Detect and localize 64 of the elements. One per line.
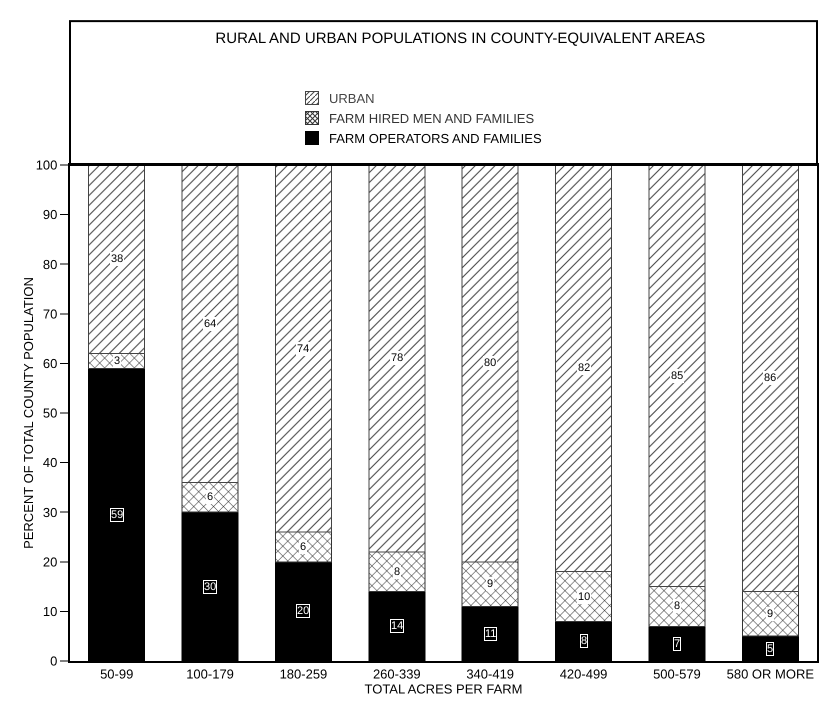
data-label: 59 xyxy=(111,509,124,521)
bar xyxy=(274,532,332,562)
data-label: 85 xyxy=(671,370,684,382)
bar xyxy=(368,551,426,592)
bar xyxy=(182,482,239,513)
data-label: 11 xyxy=(485,628,496,640)
y-tick-label: 90 xyxy=(42,207,58,222)
bar xyxy=(368,165,426,552)
y-tick-label: 70 xyxy=(42,306,58,322)
y-tick-label: 80 xyxy=(42,256,58,272)
data-label: 8 xyxy=(394,566,400,578)
data-label: 38 xyxy=(111,253,124,265)
y-axis-title: PERCENT OF TOTAL COUNTY POPULATION xyxy=(21,277,36,549)
chart-title: RURAL AND URBAN POPULATIONS IN COUNTY-EQUIVALENT AREAS xyxy=(215,30,706,47)
data-label: 10 xyxy=(578,591,590,603)
bar xyxy=(742,165,799,592)
bar xyxy=(555,165,612,572)
x-tick-label: 420-499 xyxy=(560,666,608,682)
data-label: 86 xyxy=(764,372,776,384)
data-label: 3 xyxy=(114,355,120,367)
y-tick-label: 0 xyxy=(50,654,58,669)
x-tick-label: 260-339 xyxy=(372,666,421,682)
data-label: 7 xyxy=(674,638,680,650)
text: FARM HIRED MEN AND FAMILIES xyxy=(329,110,534,126)
x-tick-label: 340-419 xyxy=(466,666,514,682)
legend-label: FARM OPERATORS AND FAMILIES xyxy=(329,130,542,146)
data-label: 64 xyxy=(204,318,216,330)
y-tick-label: 50 xyxy=(42,406,58,421)
bar xyxy=(648,586,706,627)
x-tick-label: 50-99 xyxy=(100,666,134,682)
y-tick-label: 20 xyxy=(42,554,58,570)
x-axis-title: TOTAL ACRES PER FARM xyxy=(364,682,522,697)
y-tick-label: 60 xyxy=(42,356,58,371)
data-label: 30 xyxy=(204,581,216,593)
data-label: 5 xyxy=(767,643,774,655)
x-tick-label: 580 OR MORE xyxy=(726,666,814,682)
data-label: 6 xyxy=(207,491,214,503)
data-label: 82 xyxy=(578,362,590,374)
data-label: 74 xyxy=(297,343,310,355)
bar xyxy=(742,591,799,637)
data-label: 9 xyxy=(487,578,494,590)
x-tick-label: 180-259 xyxy=(280,666,328,682)
data-label: 14 xyxy=(391,620,404,632)
bar xyxy=(88,165,146,354)
y-tick-label: 30 xyxy=(42,504,58,520)
text: URBAN xyxy=(329,90,375,106)
bar xyxy=(274,165,332,533)
data-label: 78 xyxy=(391,352,404,364)
bar xyxy=(182,165,239,483)
y-tick-label: 40 xyxy=(42,455,58,470)
bar xyxy=(648,165,706,588)
x-tick-label: 100-179 xyxy=(186,666,234,682)
bar xyxy=(555,571,612,622)
data-label: 80 xyxy=(484,357,496,369)
data-label: 20 xyxy=(297,605,310,617)
data-label: 6 xyxy=(300,541,306,553)
data-label: 8 xyxy=(581,635,588,647)
bar xyxy=(462,561,519,607)
y-tick-label: 100 xyxy=(36,158,58,173)
y-tick-label: 10 xyxy=(42,604,58,619)
data-label: 8 xyxy=(674,600,680,612)
bar xyxy=(462,165,519,562)
data-label: 9 xyxy=(767,608,774,620)
x-tick-label: 500-579 xyxy=(653,666,701,682)
